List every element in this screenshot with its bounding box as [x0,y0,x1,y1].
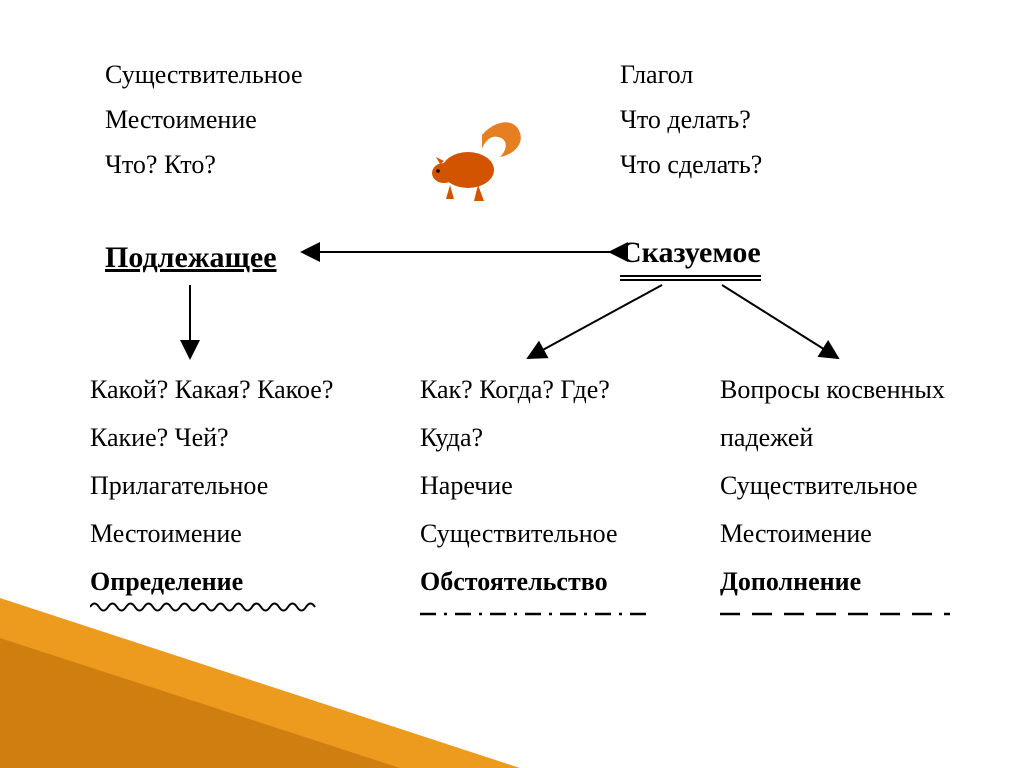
predicate-term-text: Сказуемое [620,230,761,275]
verb-question-1: Что делать? [620,100,751,139]
definition-role: Определение [90,562,243,601]
noun-label: Существительное [105,55,303,94]
addition-pos2: Местоимение [720,514,872,553]
slide-corner-accent-dark [0,638,400,768]
addition-role: Дополнение [720,562,861,601]
definition-pos1: Прилагательное [90,466,268,505]
squirrel-icon [420,115,530,210]
subject-questions: Что? Кто? [105,145,216,184]
subject-term: Подлежащее [105,235,277,280]
circumstance-role: Обстоятельство [420,562,608,601]
addition-q2: падежей [720,418,813,457]
addition-q1: Вопросы косвенных [720,370,945,409]
addition-pos1: Существительное [720,466,918,505]
pronoun-label: Местоимение [105,100,257,139]
verb-label: Глагол [620,55,693,94]
definition-q2: Какие? Чей? [90,418,229,457]
predicate-term: Сказуемое [620,230,761,275]
addition-underline [720,604,950,622]
circumstance-q1: Как? Когда? Где? [420,370,610,409]
slide: Существительное Местоимение Что? Кто? Гл… [0,0,1024,768]
circumstance-pos1: Наречие [420,466,513,505]
definition-pos2: Местоимение [90,514,242,553]
definition-q1: Какой? Какая? Какое? [90,370,333,409]
verb-question-2: Что сделать? [620,145,762,184]
circumstance-pos2: Существительное [420,514,618,553]
circumstance-q2: Куда? [420,418,483,457]
